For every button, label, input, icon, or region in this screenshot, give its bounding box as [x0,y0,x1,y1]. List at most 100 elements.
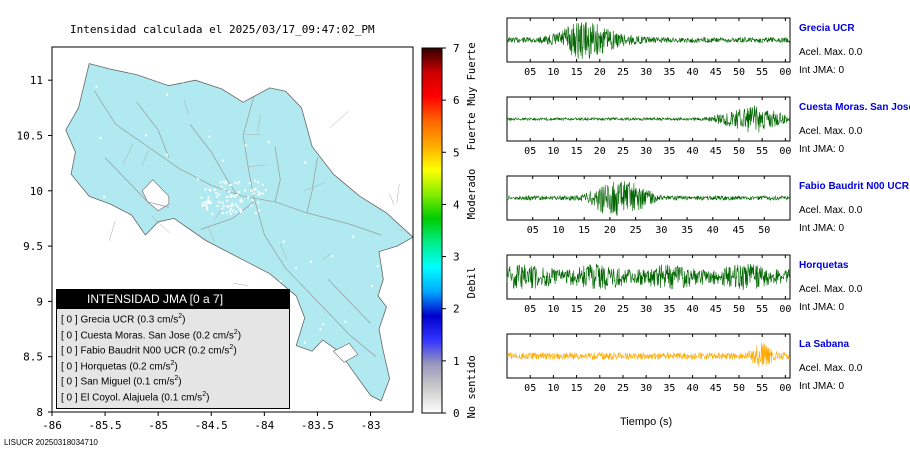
town-dot [282,240,285,243]
town-dot [229,194,232,197]
town-dot [236,205,239,208]
costa-rica-landmass [65,63,414,402]
town-dot [239,210,242,213]
legend-station: San Miguel [80,376,134,388]
road-seg-53 [207,226,216,243]
town-dot [254,179,257,182]
time-tick-label: 15 [571,67,583,78]
town-dot [204,188,207,191]
town-dot [319,327,322,330]
town-dot [227,205,230,208]
town-dot [184,243,187,246]
x-tick-label: -84 [254,419,274,432]
legend-unit-sup: 2 [233,328,238,336]
colorbar-tick-label: 6 [453,94,460,107]
time-tick-label: 15 [571,304,583,315]
legend-close: ) [174,360,178,372]
station-name: La Sabana [799,339,850,350]
town-dot [257,181,260,184]
legend-station: Horquetas [80,360,130,372]
intensity-colorbar: 0 1 2 3 4 5 6 7 No sentido Debil Moderado Fuerte Mu… [421,42,478,420]
town-dot [229,184,232,187]
town-dot [161,195,164,198]
legend-level: [ 0 ] [61,376,81,388]
town-markers [94,80,385,346]
town-dot [223,188,226,191]
town-dot [219,181,222,184]
town-dot [230,204,233,207]
town-dot [216,195,219,198]
town-dot [221,159,224,162]
road-seg-58 [183,100,189,115]
town-dot [257,194,260,197]
legend-unit-sup: 2 [229,344,234,351]
town-dot [250,204,253,207]
waveform [506,105,791,133]
time-tick-label: 40 [687,146,699,157]
town-dot [381,133,384,136]
seismogram-panel: 05 10 15 20 25 30 35 40 45 50 55 00 [506,254,791,315]
colorbar-tick-label: 4 [453,198,460,211]
road-seg-27 [399,229,404,232]
road-seg-22 [304,182,325,191]
town-dot [206,202,209,205]
x-tick-label: -86 [42,419,62,432]
legend-close: ) [182,314,186,326]
y-tick-label: 9 [36,295,43,308]
town-dot [121,226,124,229]
town-dot [207,202,210,205]
town-dot [261,183,264,186]
time-tick-label: 40 [687,67,699,78]
colorbar-tick-label: 1 [453,355,460,368]
time-tick-label: 45 [710,304,722,315]
town-dot [254,187,257,190]
road-4 [274,146,281,202]
y-tick-label: 8 [36,406,43,419]
town-dot [208,135,211,138]
town-dot [248,182,251,185]
time-tick-label: 35 [663,304,675,315]
time-tick-label: 45 [710,67,722,78]
time-tick-label: 30 [640,304,652,315]
time-tick-label: 55 [756,383,768,394]
town-dot [251,199,254,202]
town-dot [331,255,334,258]
time-tick-label: 25 [617,67,629,78]
town-dot [208,199,211,202]
legend-list: [ 0 ] Grecia UCR (0.3 cm/s2)[ 0 ] Cuesta… [57,309,289,403]
x-tick-label: -85 [148,419,168,432]
road-7 [200,201,254,230]
road-seg-29 [141,149,150,166]
town-dot [133,259,136,262]
legend-item: [ 0 ] Fabio Baudrit N00 UCR (0.2 cm/s2) [57,340,289,356]
town-dot [344,320,347,323]
time-tick-label: 45 [710,383,722,394]
town-dot [225,211,228,214]
road-2 [104,157,169,208]
seismogram-panel: 05 10 15 20 25 30 35 40 45 50 55 00 [506,17,791,78]
town-dot [103,195,106,198]
waveform [506,342,791,367]
golfo-dulce [332,343,359,363]
time-tick-label: 05 [524,146,536,157]
town-dot [252,192,255,195]
town-dot [165,93,168,96]
town-dot [212,270,215,273]
town-dot [261,192,264,195]
town-dot [221,211,224,214]
time-tick-label: 30 [640,146,652,157]
time-tick-label: 35 [663,67,675,78]
station-name: Cuesta Moras. San Jose [799,102,910,113]
colorbar-category-label: Debil [466,267,478,299]
station-acel: Acel. Max. 0.0 [799,363,863,374]
town-dot [303,341,306,344]
y-tick-label: 9.5 [23,240,43,253]
time-tick-label: 05 [524,67,536,78]
town-dot [371,284,374,287]
town-dot [248,282,251,285]
legend-value: (0.2 cm/s [188,345,230,357]
town-dot [264,188,267,191]
time-tick-label: 15 [571,383,583,394]
road-seg-28 [122,143,134,165]
town-dot [253,188,256,191]
